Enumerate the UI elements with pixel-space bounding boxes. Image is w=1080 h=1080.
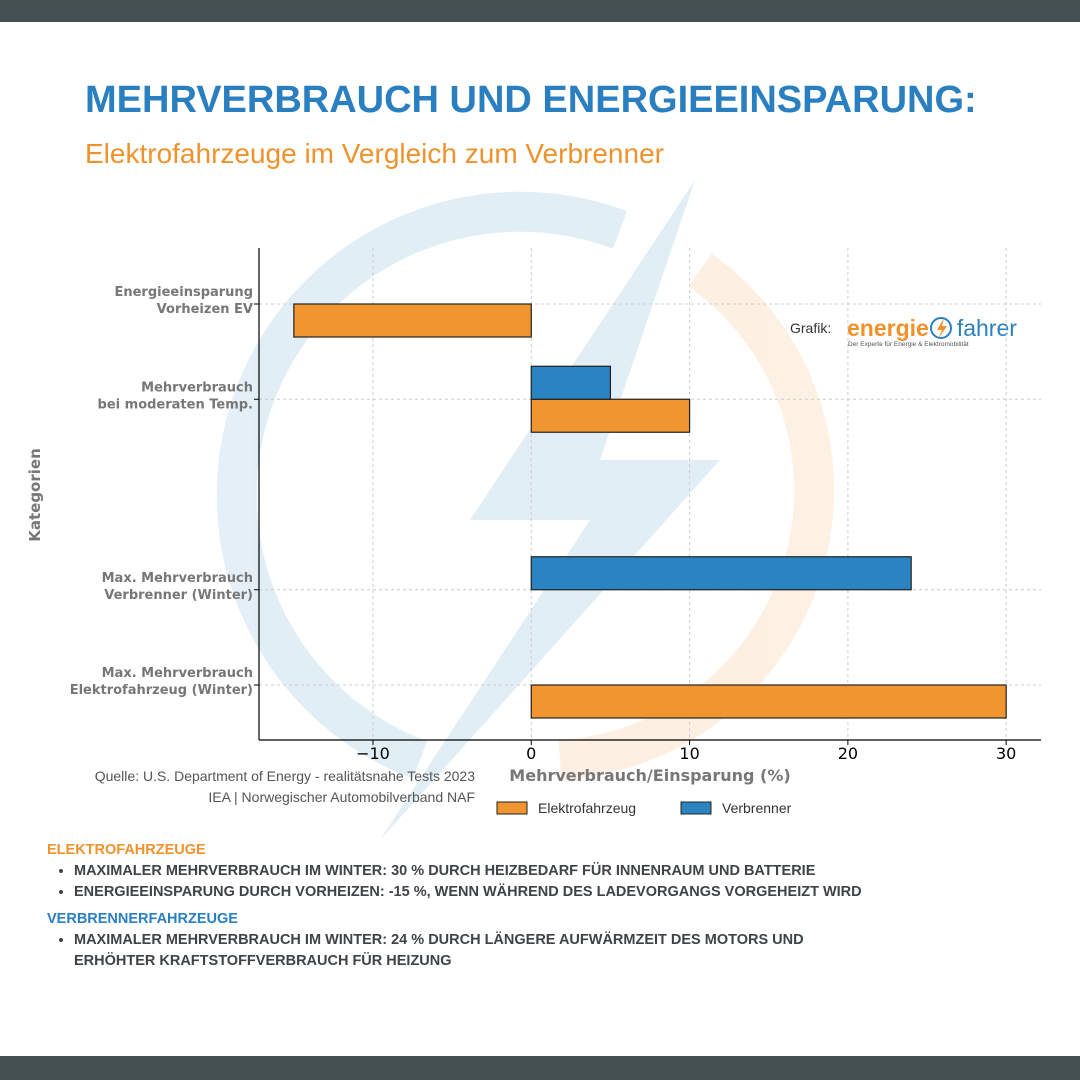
y-tick-label: Verbrenner (Winter) bbox=[104, 588, 253, 603]
note-list: MAXIMALER MEHRVERBRAUCH IM WINTER: 30 % … bbox=[47, 861, 877, 903]
y-tick-label: Vorheizen EV bbox=[157, 302, 253, 317]
note-list: MAXIMALER MEHRVERBRAUCH IM WINTER: 24 % … bbox=[47, 930, 877, 972]
y-tick-label: Elektrofahrzeug (Winter) bbox=[70, 683, 253, 698]
legend-label: Verbrenner bbox=[722, 800, 792, 816]
top-bar bbox=[0, 0, 1080, 22]
note-heading: VERBRENNERFAHRZEUGE bbox=[47, 911, 238, 927]
bar bbox=[530, 684, 1007, 719]
logo: energie fahrer bbox=[847, 315, 1017, 341]
watermark bbox=[216, 180, 835, 840]
note-bullet: MAXIMALER MEHRVERBRAUCH IM WINTER: 30 % … bbox=[74, 861, 877, 882]
legend-label: Elektrofahrzeug bbox=[538, 800, 636, 816]
y-tick-label: Max. Mehrverbrauch bbox=[102, 571, 253, 586]
bar bbox=[293, 303, 532, 338]
y-tick-label: Mehrverbrauch bbox=[141, 380, 253, 395]
logo-bolt bbox=[937, 318, 947, 339]
y-tick-label: Max. Mehrverbrauch bbox=[102, 666, 253, 681]
credit-label: Grafik: bbox=[790, 320, 831, 336]
logo-tagline: Der Experte für Energie & Elektromobilit… bbox=[848, 341, 969, 348]
x-tick-label: 20 bbox=[838, 744, 858, 763]
x-axis-label: Mehrverbrauch/Einsparung (%) bbox=[509, 766, 790, 785]
legend-swatch bbox=[680, 801, 712, 815]
bottom-bar bbox=[0, 1056, 1080, 1080]
note-bullet: MAXIMALER MEHRVERBRAUCH IM WINTER: 24 % … bbox=[74, 930, 877, 972]
bar bbox=[530, 556, 912, 591]
logo-icon bbox=[930, 317, 952, 339]
note-heading: ELEKTROFAHRZEUGE bbox=[47, 842, 206, 858]
x-tick-label: 0 bbox=[526, 744, 536, 763]
x-tick-label: 30 bbox=[996, 744, 1016, 763]
note-bullet: ENERGIEEINSPARUNG DURCH VORHEIZEN: -15 %… bbox=[74, 882, 877, 903]
source: Quelle: U.S. Department of Energy - real… bbox=[95, 768, 475, 784]
subtitle: Elektrofahrzeuge im Vergleich zum Verbre… bbox=[85, 138, 664, 169]
bar bbox=[530, 398, 691, 433]
y-tick-label: Energieeinsparung bbox=[114, 285, 253, 300]
logo-part: energie bbox=[847, 315, 929, 341]
notes: ELEKTROFAHRZEUGE MAXIMALER MEHRVERBRAUCH … bbox=[47, 834, 877, 972]
x-tick-label: 10 bbox=[679, 744, 699, 763]
y-axis-label: Kategorien bbox=[26, 448, 44, 542]
y-tick-label: bei moderaten Temp. bbox=[98, 397, 253, 412]
title: MEHRVERBRAUCH UND ENERGIEEINSPARUNG: bbox=[85, 79, 977, 121]
bar bbox=[530, 365, 612, 400]
logo-part: fahrer bbox=[957, 315, 1017, 341]
source: IEA | Norwegischer Automobilverband NAF bbox=[208, 789, 475, 805]
x-tick-label: −10 bbox=[356, 744, 390, 763]
legend-swatch bbox=[496, 801, 528, 815]
